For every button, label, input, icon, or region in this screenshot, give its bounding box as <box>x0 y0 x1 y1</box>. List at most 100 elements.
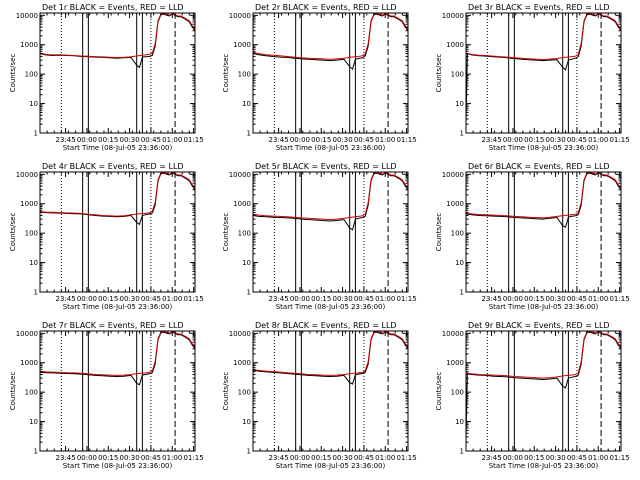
chart-panel-5: Det 5r BLACK = Events, RED = LLD 1 10 100 10… <box>222 162 417 311</box>
x-tick-label: 00:00 <box>77 295 97 303</box>
y-tick-label: 10 <box>455 259 464 267</box>
x-tick-label: 01:00 <box>162 136 182 144</box>
y-tick-label: 100 <box>451 71 464 79</box>
x-tick-label: 00:45 <box>354 136 374 144</box>
x-tick-label: 01:15 <box>396 295 416 303</box>
x-tick-label: 01:15 <box>183 295 203 303</box>
y-tick-label: 1 <box>34 289 38 297</box>
x-tick-label: 23:45 <box>269 136 289 144</box>
y-axis-label: Counts/sec <box>222 54 230 93</box>
y-tick-label: 10 <box>29 418 38 426</box>
x-tick-label: 00:15 <box>524 454 544 462</box>
plot-frame <box>39 171 196 293</box>
x-tick-label: 01:00 <box>588 136 608 144</box>
x-tick-label: 23:45 <box>56 136 76 144</box>
y-tick-label: 100 <box>25 230 38 238</box>
y-tick-label: 10 <box>29 259 38 267</box>
series-line-events <box>465 172 622 228</box>
y-tick-label: 1 <box>460 130 464 138</box>
x-tick-label: 01:00 <box>588 295 608 303</box>
series-line-events <box>39 13 196 69</box>
y-tick-label: 1 <box>247 448 251 456</box>
plot-frame <box>252 12 409 134</box>
series-line-lld <box>39 12 196 58</box>
y-tick-label: 10000 <box>229 12 251 20</box>
x-tick-label: 23:45 <box>56 295 76 303</box>
y-tick-label: 100 <box>451 230 464 238</box>
y-tick-label: 10000 <box>16 12 38 20</box>
y-tick-label: 10 <box>242 259 251 267</box>
x-tick-label: 23:45 <box>269 454 289 462</box>
x-tick-label: 00:45 <box>354 295 374 303</box>
y-tick-label: 10000 <box>442 330 464 338</box>
chart-panel-3: Det 3r BLACK = Events, RED = LLD 1 10 100 10… <box>435 3 630 152</box>
x-tick-label: 00:00 <box>290 136 310 144</box>
x-tick-label: 00:45 <box>141 454 161 462</box>
series-line-events <box>39 172 196 226</box>
x-tick-label: 00:00 <box>290 295 310 303</box>
x-tick-label: 00:00 <box>77 454 97 462</box>
x-axis-label: Start Time (08-Jul-05 23:36:00) <box>63 462 173 470</box>
chart-panel-9: Det 9r BLACK = Events, RED = LLD 1 10 100 10… <box>435 321 630 470</box>
chart-panel-4: Det 4r BLACK = Events, RED = LLD 1 10 100 10… <box>9 162 204 311</box>
chart-title: Det 5r BLACK = Events, RED = LLD <box>255 162 397 171</box>
chart-panel-6: Det 6r BLACK = Events, RED = LLD 1 10 100 10… <box>435 162 630 311</box>
series-line-lld <box>465 171 622 219</box>
y-tick-label: 100 <box>238 389 251 397</box>
x-tick-label: 00:45 <box>354 454 374 462</box>
series-line-lld <box>252 12 409 60</box>
y-tick-label: 1000 <box>446 41 464 49</box>
chart-title: Det 1r BLACK = Events, RED = LLD <box>42 3 184 12</box>
x-tick-label: 23:45 <box>56 454 76 462</box>
y-tick-label: 1000 <box>20 41 38 49</box>
y-axis-label: Counts/sec <box>435 213 443 252</box>
x-tick-label: 01:00 <box>162 454 182 462</box>
x-tick-label: 01:15 <box>183 454 203 462</box>
y-tick-label: 10000 <box>16 330 38 338</box>
x-tick-label: 00:45 <box>567 295 587 303</box>
x-tick-label: 01:00 <box>375 136 395 144</box>
x-tick-label: 00:30 <box>119 454 139 462</box>
y-tick-label: 10000 <box>16 171 38 179</box>
x-axis-label: Start Time (08-Jul-05 23:36:00) <box>276 144 386 152</box>
x-tick-label: 00:30 <box>545 295 565 303</box>
y-tick-label: 100 <box>238 71 251 79</box>
chart-title: Det 2r BLACK = Events, RED = LLD <box>255 3 397 12</box>
y-tick-label: 10 <box>242 100 251 108</box>
y-tick-label: 1000 <box>446 359 464 367</box>
chart-title: Det 7r BLACK = Events, RED = LLD <box>42 321 184 330</box>
y-tick-label: 1000 <box>233 359 251 367</box>
x-tick-label: 00:45 <box>567 136 587 144</box>
x-tick-label: 00:30 <box>545 136 565 144</box>
x-tick-label: 00:30 <box>545 454 565 462</box>
x-axis-label: Start Time (08-Jul-05 23:36:00) <box>276 462 386 470</box>
y-tick-label: 1000 <box>20 359 38 367</box>
x-tick-label: 00:15 <box>98 295 118 303</box>
y-tick-label: 100 <box>25 389 38 397</box>
x-tick-label: 00:15 <box>311 295 331 303</box>
x-tick-label: 00:00 <box>290 454 310 462</box>
y-axis-label: Counts/sec <box>9 372 17 411</box>
series-line-events <box>465 13 622 125</box>
x-tick-label: 00:15 <box>98 454 118 462</box>
series-line-lld <box>39 330 196 376</box>
x-axis-label: Start Time (08-Jul-05 23:36:00) <box>489 144 599 152</box>
x-tick-label: 00:45 <box>141 136 161 144</box>
x-tick-label: 01:15 <box>183 136 203 144</box>
x-tick-label: 00:15 <box>524 295 544 303</box>
series-line-events <box>465 331 622 438</box>
y-tick-label: 10000 <box>229 330 251 338</box>
series-line-lld <box>465 12 622 61</box>
x-tick-label: 00:00 <box>503 295 523 303</box>
x-axis-label: Start Time (08-Jul-05 23:36:00) <box>63 144 173 152</box>
y-tick-label: 10 <box>242 418 251 426</box>
series-line-lld <box>39 171 196 217</box>
x-tick-label: 00:15 <box>98 136 118 144</box>
chart-title: Det 4r BLACK = Events, RED = LLD <box>42 162 184 171</box>
series-line-events <box>252 172 409 231</box>
y-axis-label: Counts/sec <box>435 54 443 93</box>
x-tick-label: 00:00 <box>503 136 523 144</box>
x-tick-label: 00:30 <box>332 454 352 462</box>
x-tick-label: 01:15 <box>609 136 629 144</box>
